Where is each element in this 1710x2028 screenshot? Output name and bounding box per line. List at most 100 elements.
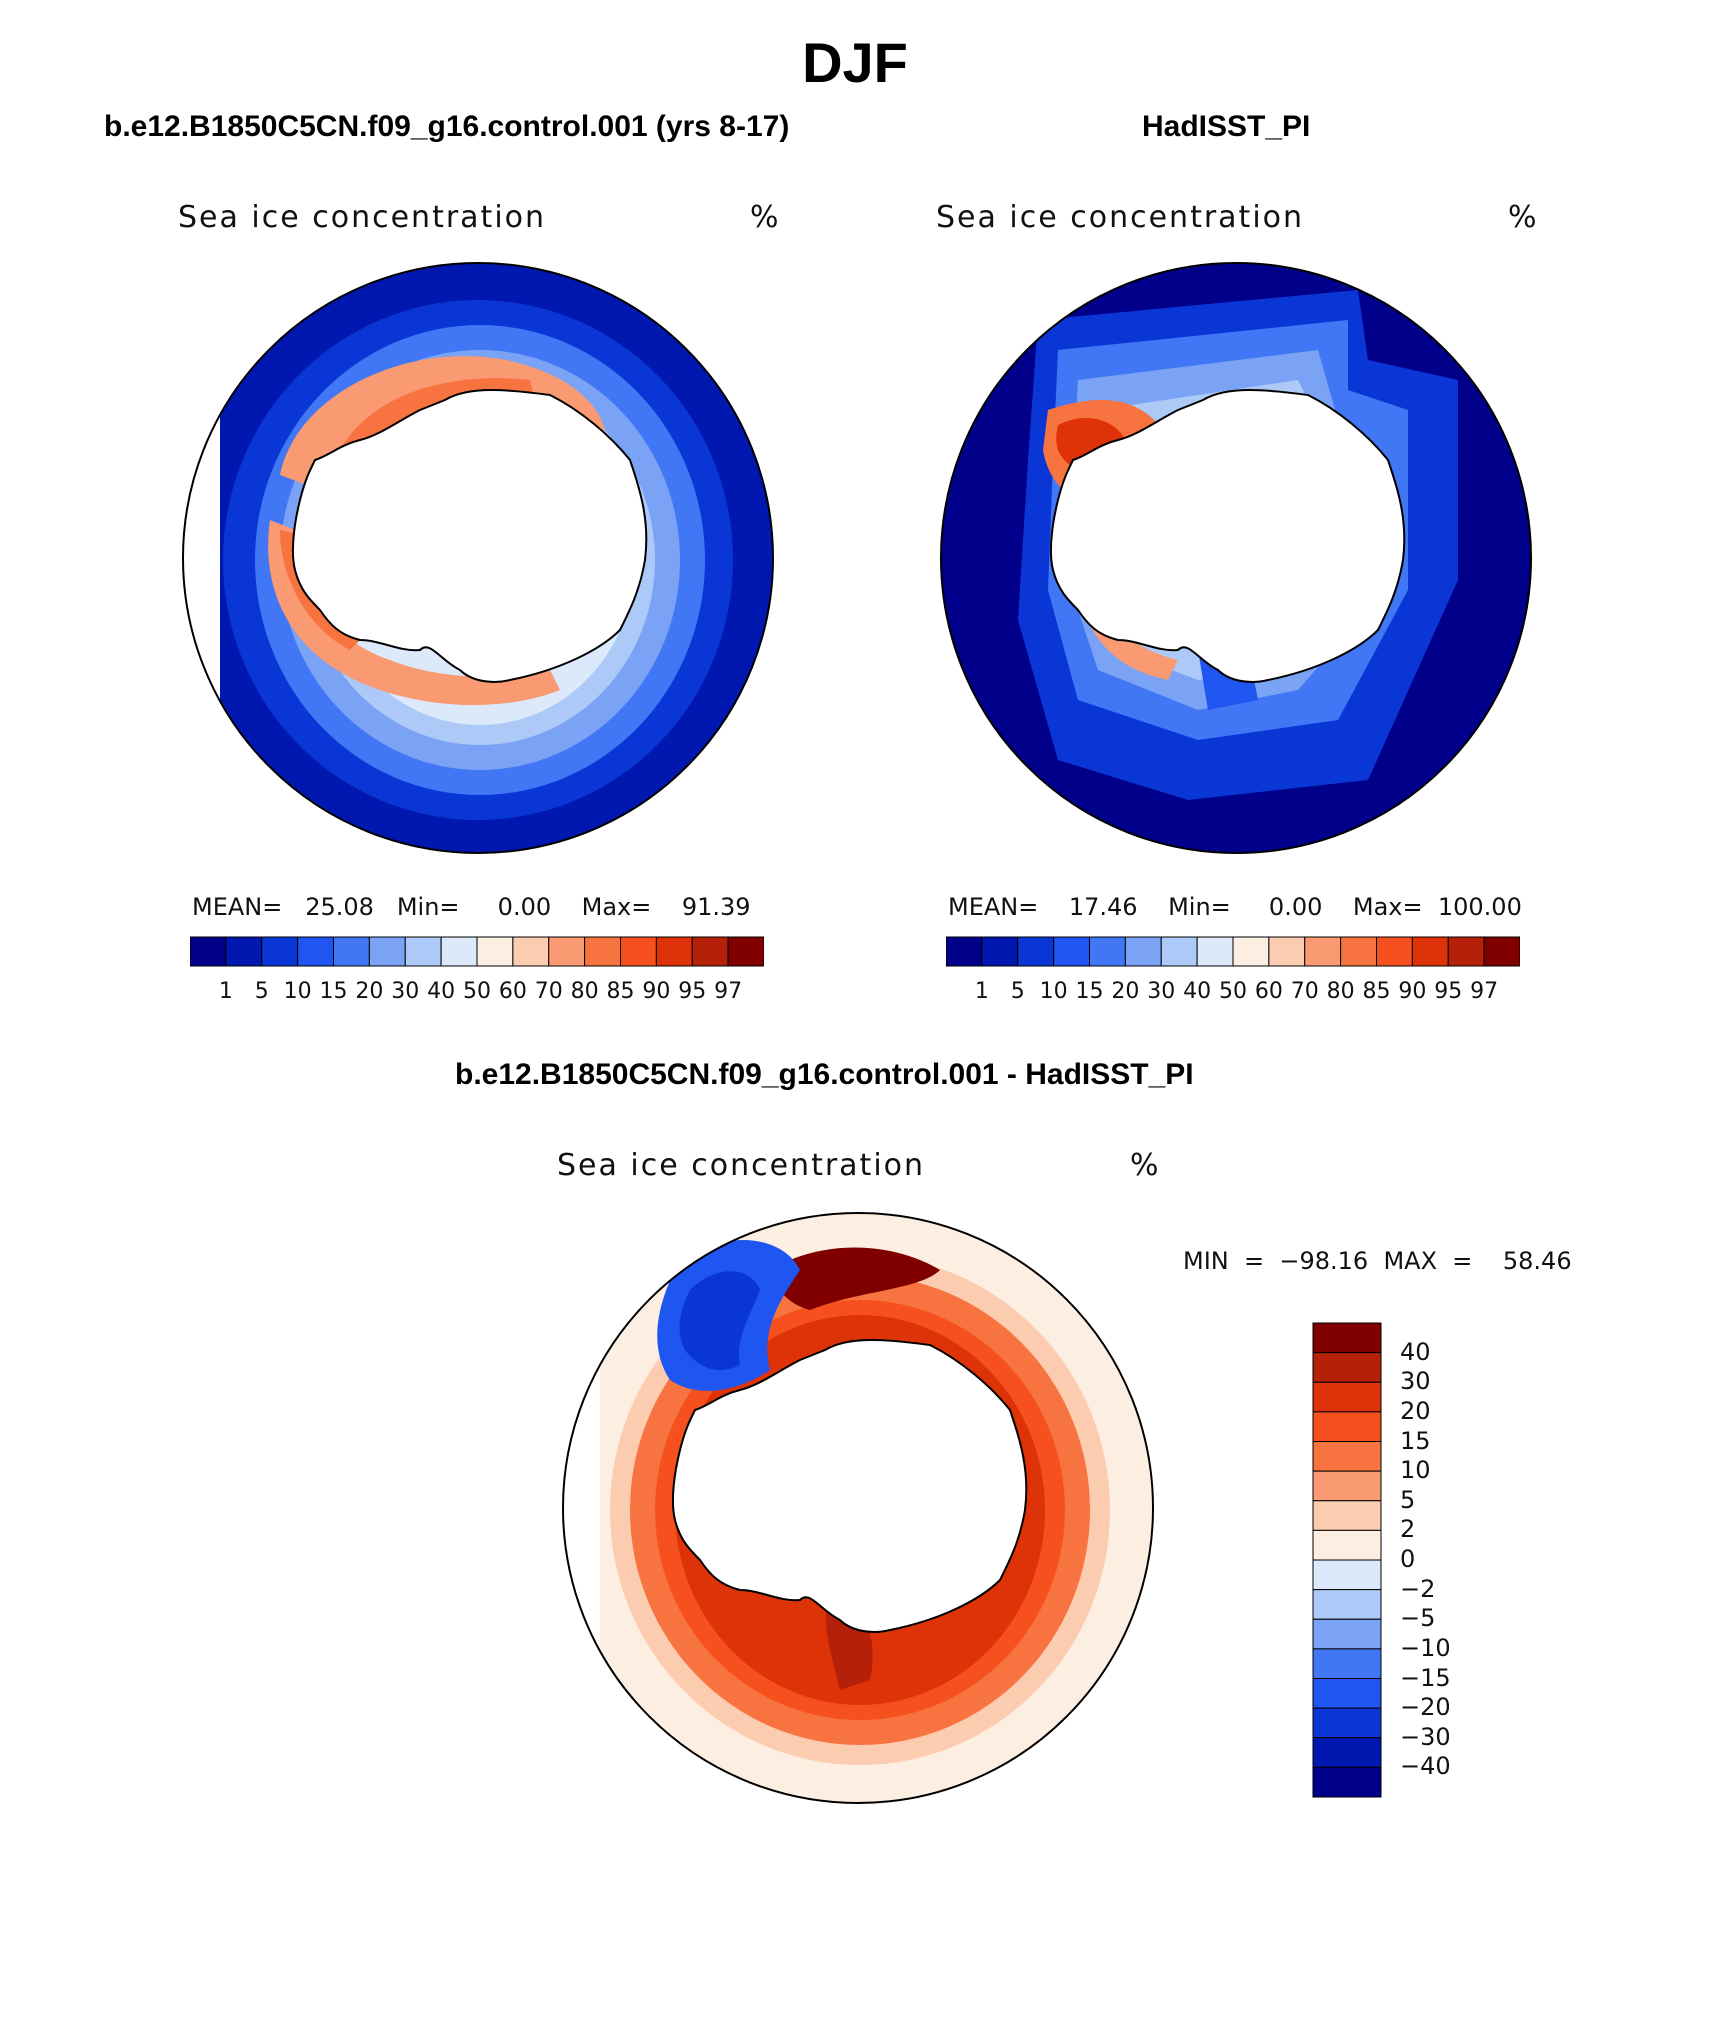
colorbar-swatch [1312, 1470, 1382, 1502]
colorbar-tick-label: 15 [320, 979, 348, 1004]
colorbar-tick-label: 10 [284, 979, 312, 1004]
colorbar-swatch [1312, 1559, 1382, 1591]
panel-title-diff: b.e12.B1850C5CN.f09_g16.control.001 - Ha… [455, 1058, 1194, 1091]
colorbar-tick-label: 60 [499, 979, 527, 1004]
colorbar-swatch [1411, 936, 1449, 967]
colorbar-tick-label: 20 [355, 979, 383, 1004]
colorbar-tick-label: 30 [1147, 979, 1175, 1004]
colorbar-swatch [1053, 936, 1090, 967]
obs-polar-map [940, 262, 1532, 854]
colorbar-swatch [727, 936, 764, 967]
colorbar-swatch [1304, 936, 1342, 967]
colorbar-tick-label: −20 [1400, 1693, 1451, 1722]
colorbar-swatch [1089, 936, 1126, 967]
colorbar-tick-label: 95 [1434, 979, 1462, 1004]
colorbar-tick-label: 85 [607, 979, 635, 1004]
colorbar-swatch [1312, 1381, 1382, 1413]
stats-model: MEAN= 25.08 Min= 0.00 Max= 91.39 [192, 893, 751, 921]
colorbar-swatch [1340, 936, 1377, 967]
panel-title-model: b.e12.B1850C5CN.f09_g16.control.001 (yrs… [104, 110, 790, 143]
colorbar-tick-label: 70 [1291, 979, 1319, 1004]
unit-label-diff: % [1130, 1148, 1161, 1183]
colorbar-labels-model: 1 5 10 15 20 30 40 50 60 70 80 85 90 95 97 [219, 979, 742, 1004]
colorbar-tick-label: 20 [1400, 1396, 1431, 1425]
colorbar-tick-label: 60 [1255, 979, 1283, 1004]
colorbar-tick-label: 50 [463, 979, 491, 1004]
colorbar-swatch [1160, 936, 1198, 967]
colorbar-tick-label: 10 [1400, 1456, 1431, 1485]
colorbar-swatch [333, 936, 370, 967]
colorbar-swatch [1312, 1322, 1382, 1354]
unit-label-obs: % [1508, 200, 1539, 235]
colorbar-tick-label: 30 [1400, 1367, 1431, 1396]
colorbar-tick-label: 15 [1076, 979, 1104, 1004]
colorbar-tick-label: 80 [571, 979, 599, 1004]
colorbar-tick-label: 10 [1040, 979, 1068, 1004]
colorbar-tick-label: −10 [1400, 1633, 1451, 1662]
colorbar-swatch [1376, 936, 1413, 967]
colorbar-swatch [1312, 1589, 1382, 1620]
colorbar-swatch [584, 936, 621, 967]
colorbar-tick-label: 0 [1400, 1545, 1416, 1573]
colorbar-swatch [655, 936, 693, 967]
colorbar-tick-label: −5 [1400, 1604, 1436, 1633]
colorbar-tick-label: 30 [391, 979, 419, 1004]
colorbar-swatch [368, 936, 406, 967]
colorbar-swatch [404, 936, 442, 967]
colorbar-swatch [1312, 1529, 1382, 1561]
minmax-diff: MIN = −98.16 MAX = 58.46 [1183, 1247, 1572, 1275]
colorbar-tick-label: 1 [975, 979, 989, 1004]
model-polar-map [182, 262, 774, 854]
colorbar-diff [1312, 1322, 1382, 1798]
colorbar-tick-label: 97 [1470, 979, 1498, 1004]
colorbar-swatch [1312, 1766, 1382, 1798]
colorbar-swatch [1312, 1737, 1382, 1768]
colorbar-swatch [1312, 1441, 1382, 1472]
colorbar-swatch [440, 936, 478, 967]
colorbar-swatch [261, 936, 299, 967]
colorbar-tick-label: 85 [1363, 979, 1391, 1004]
colorbar-tick-label: 80 [1327, 979, 1355, 1004]
colorbar-obs [946, 936, 1520, 967]
plot-label-obs: Sea ice concentration [936, 200, 1305, 235]
colorbar-swatch [1312, 1411, 1382, 1442]
colorbar-labels-diff: 40 30 20 15 10 5 2 0 −2 −5 −10 −15 −20 −30 −40 [1400, 1322, 1520, 1798]
colorbar-swatch [946, 936, 983, 967]
panel-title-obs: HadISST_PI [1142, 110, 1311, 143]
colorbar-tick-label: 50 [1219, 979, 1247, 1004]
plot-label-diff: Sea ice concentration [557, 1148, 926, 1183]
colorbar-tick-label: 90 [642, 979, 670, 1004]
colorbar-swatch [1312, 1618, 1382, 1650]
colorbar-tick-label: 90 [1398, 979, 1426, 1004]
colorbar-swatch [1017, 936, 1055, 967]
plot-label-model: Sea ice concentration [178, 200, 547, 235]
unit-label-model: % [750, 200, 781, 235]
colorbar-tick-label: 70 [535, 979, 563, 1004]
figure-title: DJF [802, 31, 908, 94]
colorbar-swatch [512, 936, 550, 967]
colorbar-swatch [476, 936, 514, 967]
colorbar-tick-label: −2 [1400, 1574, 1436, 1603]
colorbar-swatch [1447, 936, 1485, 967]
colorbar-swatch [225, 936, 263, 967]
colorbar-tick-label: 5 [255, 979, 269, 1004]
colorbar-tick-label: 5 [1400, 1485, 1416, 1514]
colorbar-tick-label: −40 [1400, 1752, 1451, 1781]
colorbar-tick-label: 5 [1011, 979, 1025, 1004]
colorbar-tick-label: −30 [1400, 1722, 1451, 1751]
stats-obs: MEAN= 17.46 Min= 0.00 Max= 100.00 [948, 893, 1522, 921]
colorbar-labels-obs: 1 5 10 15 20 30 40 50 60 70 80 85 90 95 97 [975, 979, 1498, 1004]
colorbar-swatch [981, 936, 1019, 967]
colorbar-swatch [1312, 1648, 1382, 1679]
colorbar-tick-label: 1 [219, 979, 233, 1004]
colorbar-swatch [1312, 1352, 1382, 1383]
colorbar-swatch [1232, 936, 1270, 967]
colorbar-swatch [190, 936, 227, 967]
colorbar-swatch [1312, 1678, 1382, 1709]
colorbar-tick-label: 40 [1400, 1337, 1431, 1366]
colorbar-tick-label: 20 [1111, 979, 1139, 1004]
colorbar-swatch [548, 936, 586, 967]
colorbar-swatch [1312, 1707, 1382, 1739]
colorbar-tick-label: 95 [678, 979, 706, 1004]
colorbar-tick-label: 2 [1400, 1515, 1416, 1544]
